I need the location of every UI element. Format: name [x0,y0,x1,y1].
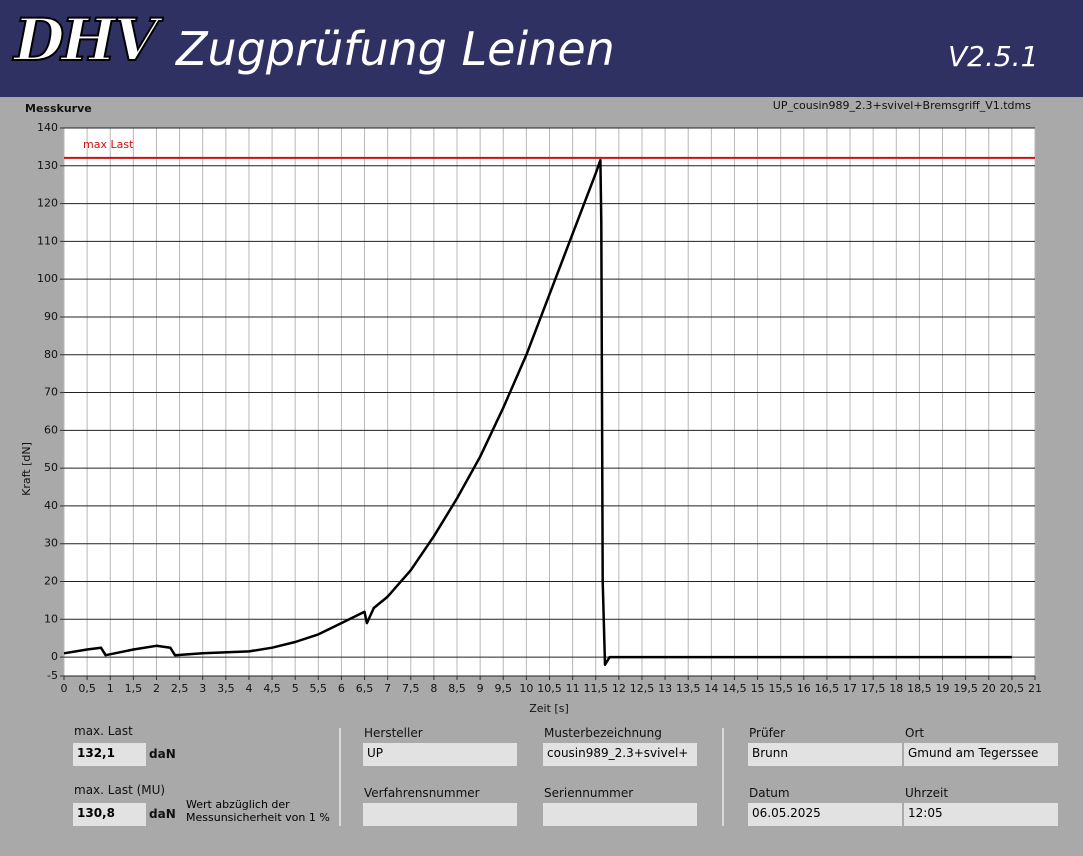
x-tick-label: 15,5 [768,682,793,695]
x-tick-label: 7 [384,682,391,695]
header: DHV Zugprüfung Leinen V2.5.1 [0,0,1083,97]
app-title: Zugprüfung Leinen [176,22,615,76]
field-value: 06.05.2025 [748,803,902,826]
x-tick-label: 14 [704,682,718,695]
y-tick-label: -5 [47,669,58,682]
x-tick-label: 10,5 [537,682,562,695]
x-tick-label: 6,5 [356,682,374,695]
y-tick-label: 50 [44,461,58,474]
y-tick-label: 60 [44,423,58,436]
x-tick-label: 6 [338,682,345,695]
unit: daN [149,747,176,761]
max-line-label: max Last [83,138,134,151]
chart-title: Messkurve [25,102,92,115]
x-tick-label: 2,5 [171,682,189,695]
x-tick-label: 5 [292,682,299,695]
y-tick-label: 80 [44,348,58,361]
y-tick-label: 120 [37,197,58,210]
x-tick-label: 2 [153,682,160,695]
x-tick-label: 11 [566,682,580,695]
field-value: UP [363,743,517,766]
x-tick-label: 3,5 [217,682,235,695]
x-tick-label: 20 [982,682,996,695]
field-label: Musterbezeichnung [544,726,662,740]
y-tick-label: 130 [37,159,58,172]
file-name: UP_cousin989_2.3+svivel+Bremsgriff_V1.td… [773,99,1031,112]
x-tick-label: 9 [477,682,484,695]
note: Wert abzüglich der Messunsicherheit von … [186,798,330,824]
field-value [543,803,697,826]
field-label: Hersteller [364,726,423,740]
x-tick-label: 1 [107,682,114,695]
field-value: Gmund am Tegerssee [904,743,1058,766]
y-axis-label: Kraft [dN] [20,442,33,496]
x-axis-label: Zeit [s] [529,702,568,715]
unit: daN [149,807,176,821]
field-label: Prüfer [749,726,786,740]
separator [722,728,724,826]
y-tick-label: 40 [44,499,58,512]
x-tick-label: 19,5 [953,682,978,695]
field-value: 132,1 [73,743,146,766]
x-tick-label: 18,5 [907,682,932,695]
field-value: 130,8 [73,803,146,826]
x-tick-label: 4,5 [263,682,281,695]
field-value: 12:05 [904,803,1058,826]
field-label: Ort [905,726,925,740]
x-tick-label: 20,5 [1000,682,1025,695]
y-tick-label: 100 [37,272,58,285]
y-tick-label: 0 [51,650,58,663]
field-label: max. Last [74,724,133,738]
chart: Messkurve UP_cousin989_2.3+svivel+Bremsg… [20,99,1042,715]
x-tick-label: 1,5 [125,682,143,695]
x-tick-label: 17 [843,682,857,695]
x-tick-label: 0,5 [78,682,96,695]
data-line [63,158,1012,666]
x-tick-label: 12,5 [630,682,655,695]
x-tick-label: 8 [430,682,437,695]
x-tick-label: 19 [936,682,950,695]
x-tick-label: 17,5 [861,682,886,695]
field-value [363,803,517,826]
x-tick-label: 13 [658,682,672,695]
x-tick-label: 15 [751,682,765,695]
field-label: Verfahrensnummer [364,786,480,800]
field-value: cousin989_2.3+svivel+ [543,743,697,766]
x-tick-label: 12 [612,682,626,695]
x-tick-label: 3 [199,682,206,695]
y-tick-label: 110 [37,234,58,247]
field-value: Brunn [748,743,902,766]
x-tick-label: 16,5 [815,682,840,695]
y-tick-label: 30 [44,537,58,550]
logo: DHV [13,5,159,75]
field-label: Datum [749,786,790,800]
field-label: Seriennummer [544,786,634,800]
y-tick-label: 90 [44,310,58,323]
x-tick-label: 4 [245,682,252,695]
y-tick-label: 140 [37,121,58,134]
separator [339,728,341,826]
x-tick-label: 0 [61,682,68,695]
x-tick-label: 5,5 [310,682,328,695]
x-tick-label: 10 [519,682,533,695]
x-tick-label: 14,5 [722,682,747,695]
x-tick-label: 11,5 [583,682,608,695]
x-tick-label: 9,5 [495,682,513,695]
field-label: max. Last (MU) [74,783,166,797]
y-tick-label: 70 [44,386,58,399]
version: V2.5.1 [948,40,1039,73]
y-tick-label: 10 [44,612,58,625]
x-tick-label: 13,5 [676,682,701,695]
x-tick-label: 7,5 [402,682,420,695]
y-tick-label: 20 [44,575,58,588]
x-tick-label: 18 [889,682,903,695]
x-tick-label: 8,5 [448,682,466,695]
field-label: Uhrzeit [905,786,949,800]
x-tick-label: 16 [797,682,811,695]
x-tick-label: 21 [1028,682,1042,695]
